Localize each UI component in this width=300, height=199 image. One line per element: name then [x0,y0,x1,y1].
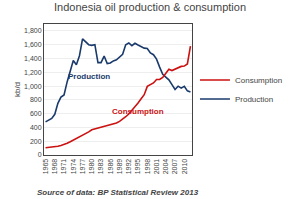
svg-text:2007: 2007 [171,159,178,175]
svg-text:2004: 2004 [162,159,169,175]
svg-text:Production: Production [68,72,110,81]
svg-text:1974: 1974 [70,159,77,175]
svg-text:Source of data: BP Statistical: Source of data: BP Statistical Review 20… [37,188,199,197]
svg-text:400: 400 [30,124,42,131]
svg-text:1,800: 1,800 [24,27,42,34]
svg-text:2010: 2010 [181,159,188,175]
svg-text:1,600: 1,600 [24,41,42,48]
svg-text:1,000: 1,000 [24,83,42,90]
svg-text:1992: 1992 [125,159,132,175]
svg-text:200: 200 [30,138,42,145]
svg-text:1980: 1980 [88,159,95,175]
svg-text:1968: 1968 [51,159,58,175]
svg-text:Consumption: Consumption [235,76,282,85]
svg-text:800: 800 [30,96,42,103]
svg-text:1995: 1995 [134,159,141,175]
svg-text:1,400: 1,400 [24,55,42,62]
svg-text:1,200: 1,200 [24,69,42,76]
svg-text:1965: 1965 [42,159,49,175]
svg-text:1983: 1983 [97,159,104,175]
svg-text:2001: 2001 [153,159,160,175]
svg-text:kb/d: kb/d [13,82,22,97]
svg-text:1986: 1986 [107,159,114,175]
svg-text:600: 600 [30,110,42,117]
svg-text:Indonesia oil production & con: Indonesia oil production & consumption [54,1,246,13]
svg-text:1971: 1971 [60,159,67,175]
svg-text:Production: Production [235,95,273,104]
svg-text:1977: 1977 [79,159,86,175]
svg-text:Consumption: Consumption [112,107,164,116]
svg-text:1998: 1998 [144,159,151,175]
svg-text:1989: 1989 [116,159,123,175]
svg-text:0: 0 [38,151,42,158]
